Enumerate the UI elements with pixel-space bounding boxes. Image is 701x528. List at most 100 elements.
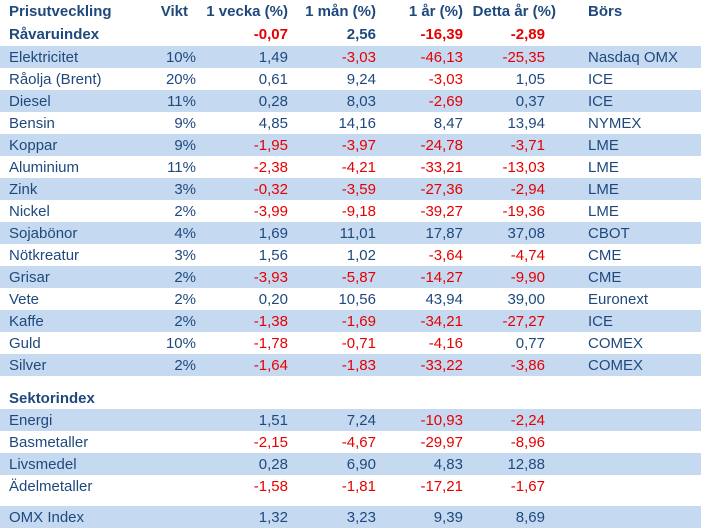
value-cell: -0,07: [253, 26, 288, 43]
value-cell: [160, 387, 200, 409]
row-sojab-nor: Sojabönor 4% 1,69 11,01 17,87 37,08 CBOT: [0, 222, 701, 244]
value-cell: 12,88: [466, 453, 558, 475]
row-r-varuindex: Råvaruindex -0,07 2,56 -16,39 -2,89: [0, 23, 701, 46]
exchange-cell: ICE: [558, 90, 701, 112]
spacer-row: [0, 376, 701, 387]
value-cell: -3,64: [428, 246, 463, 264]
value-cell: 10%: [160, 46, 200, 68]
value-cell: -29,97: [420, 433, 463, 451]
value-cell: -1,58: [253, 477, 288, 495]
value-cell: -14,27: [380, 266, 466, 288]
value-cell: 7,24: [292, 409, 380, 431]
value-cell: 4%: [160, 222, 200, 244]
exchange-cell: LME: [588, 202, 619, 220]
value-cell: 11%: [160, 90, 200, 112]
value-cell: 37,08: [466, 222, 558, 244]
value-cell: [200, 387, 292, 409]
value-cell: -24,78: [380, 134, 466, 156]
row-label: Guld: [9, 334, 41, 352]
exchange-cell: ICE: [588, 70, 614, 88]
value-cell: 2%: [160, 310, 200, 332]
row-sektorindex: Sektorindex: [0, 387, 701, 409]
row-label: Zink: [0, 178, 160, 200]
value-cell: 8,69: [466, 506, 558, 528]
value-cell: 1,56: [258, 246, 288, 264]
spacer-cell: [0, 497, 701, 506]
exchange-cell: [558, 387, 701, 409]
column-header-vikt: Vikt: [160, 3, 188, 20]
row-aluminium: Aluminium 11% -2,38 -4,21 -33,21 -13,03 LME: [0, 156, 701, 178]
value-cell: 3%: [174, 246, 196, 264]
column-header-detta-ar: Detta år (%): [472, 3, 556, 20]
exchange-cell: [558, 453, 701, 475]
row-kaffe: Kaffe 2% -1,38 -1,69 -34,21 -27,27 ICE: [0, 310, 701, 332]
row--delmetaller: Ädelmetaller -1,58 -1,81 -17,21 -1,67: [0, 475, 701, 497]
value-cell: -16,39: [420, 26, 463, 43]
value-cell: -13,03: [502, 158, 545, 176]
value-cell: -17,21: [420, 477, 463, 495]
value-cell: -5,87: [292, 266, 380, 288]
value-cell: 13,94: [507, 114, 545, 132]
value-cell: 11,01: [292, 222, 380, 244]
value-cell: -2,38: [253, 158, 288, 176]
value-cell: 8,47: [433, 114, 463, 132]
column-header-bors: Börs: [588, 3, 623, 20]
value-cell: 0,61: [258, 70, 288, 88]
value-cell: -33,22: [380, 354, 466, 376]
row-elektricitet: Elektricitet 10% 1,49 -3,03 -46,13 -25,35 Nasd…: [0, 46, 701, 68]
value-cell: 0,28: [200, 90, 292, 112]
value-cell: 9,39: [380, 506, 466, 528]
column-header-1-ar: 1 år (%): [408, 3, 463, 20]
row-grisar: Grisar 2% -3,93 -5,87 -14,27 -9,90 CME: [0, 266, 701, 288]
value-cell: -0,71: [341, 334, 376, 352]
exchange-cell: NYMEX: [588, 114, 642, 132]
value-cell: 1,32: [200, 506, 292, 528]
row-koppar: Koppar 9% -1,95 -3,97 -24,78 -3,71 LME: [0, 134, 701, 156]
row-label: Koppar: [0, 134, 160, 156]
value-cell: -4,67: [341, 433, 376, 451]
row-label: Silver: [0, 354, 160, 376]
row-label: Grisar: [0, 266, 160, 288]
row-label: Bensin: [9, 114, 55, 132]
exchange-cell: LME: [558, 178, 701, 200]
value-cell: 43,94: [425, 290, 463, 308]
value-cell: -3,97: [292, 134, 380, 156]
row-label: Basmetaller: [9, 433, 89, 451]
value-cell: -3,59: [292, 178, 380, 200]
value-cell: [292, 387, 380, 409]
value-cell: -3,03: [428, 70, 463, 88]
value-cell: -3,99: [253, 202, 288, 220]
value-cell: -2,15: [253, 433, 288, 451]
value-cell: 0,37: [466, 90, 558, 112]
value-cell: -10,93: [380, 409, 466, 431]
row-label: Kaffe: [0, 310, 160, 332]
row-zink: Zink 3% -0,32 -3,59 -27,36 -2,94 LME: [0, 178, 701, 200]
row-label: OMX Index: [0, 506, 160, 528]
value-cell: [466, 387, 558, 409]
value-cell: 11%: [167, 158, 196, 176]
value-cell: -27,27: [466, 310, 558, 332]
value-cell: -1,95: [200, 134, 292, 156]
exchange-cell: [558, 431, 701, 453]
exchange-cell: [558, 409, 701, 431]
value-cell: 39,00: [507, 290, 545, 308]
spacer-cell: [0, 376, 701, 387]
exchange-cell: [558, 475, 701, 497]
row-label: Vete: [9, 290, 40, 308]
value-cell: 2,56: [346, 26, 376, 43]
value-cell: -46,13: [380, 46, 466, 68]
value-cell: -39,27: [420, 202, 463, 220]
value-cell: 2%: [174, 290, 196, 308]
exchange-cell: LME: [558, 134, 701, 156]
row-basmetaller: Basmetaller -2,15 -4,67 -29,97 -8,96: [0, 431, 701, 453]
row-label: Aluminium: [9, 158, 80, 176]
row-label: Nötkreatur: [9, 246, 80, 264]
value-cell: 20%: [165, 70, 196, 88]
value-cell: 10,56: [338, 290, 376, 308]
row-label: Råolja (Brent): [9, 70, 102, 88]
value-cell: -1,83: [292, 354, 380, 376]
value-cell: 2%: [160, 266, 200, 288]
spacer-row: [0, 497, 701, 506]
value-cell: 0,28: [200, 453, 292, 475]
